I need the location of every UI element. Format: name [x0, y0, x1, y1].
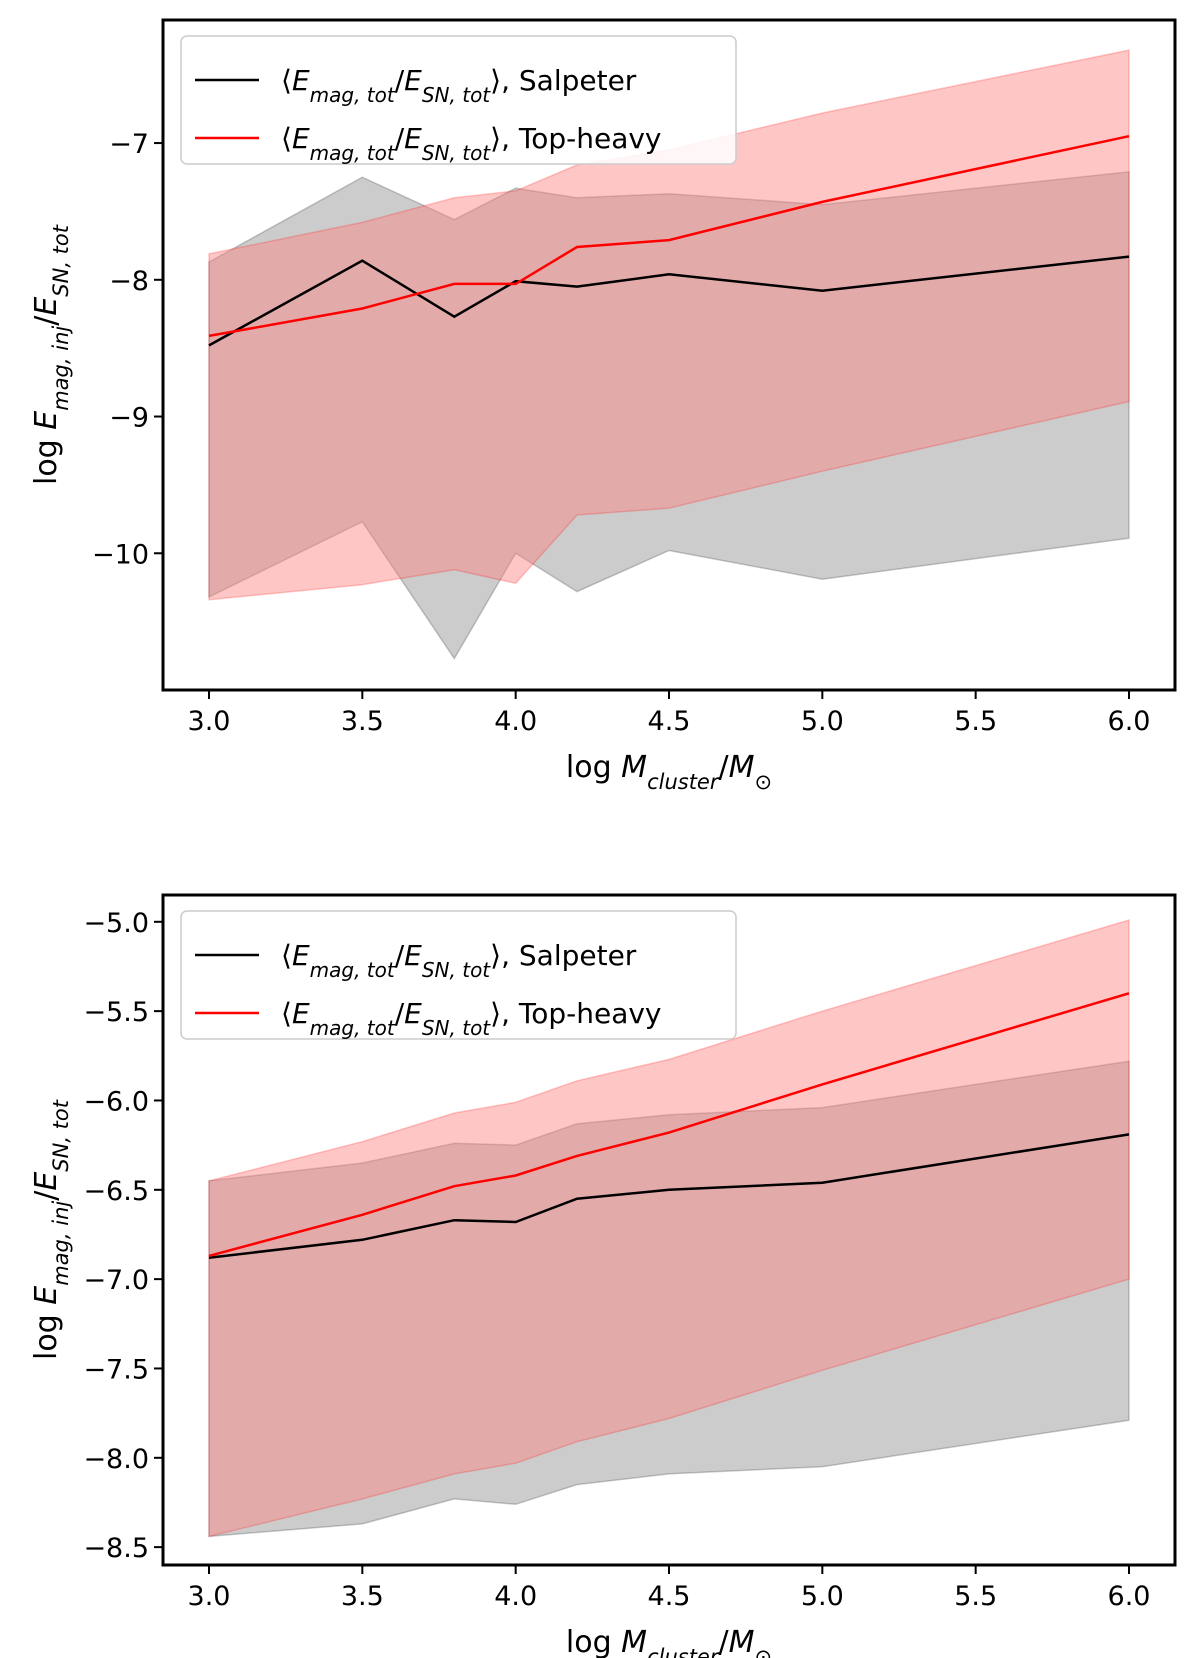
y-tick-label: −10: [92, 539, 149, 570]
x-tick-label: 3.0: [188, 706, 231, 737]
y-axis-label: log Emag, inj/ESN, tot: [29, 1099, 73, 1360]
series-0-line: [208, 1133, 1130, 1259]
x-tick-label: 5.0: [801, 706, 844, 737]
y-tick-label: −5.0: [83, 908, 149, 939]
x-tick-label: 3.5: [341, 706, 384, 737]
x-tick-label: 4.5: [648, 706, 691, 737]
x-tick-label: 6.0: [1108, 1581, 1151, 1612]
x-tick-label: 3.0: [188, 1581, 231, 1612]
x-tick-label: 4.0: [494, 1581, 537, 1612]
y-tick-label: −6.5: [83, 1176, 149, 1207]
x-axis-label: log Mcluster/M⊙: [566, 750, 772, 794]
legend: ⟨Emag, tot/ESN, tot⟩, Salpeter ⟨Emag, tot…: [180, 35, 737, 165]
x-axis-label: log Mcluster/M⊙: [566, 1625, 772, 1658]
legend-label: ⟨Emag, tot/ESN, tot⟩, Top-heavy: [281, 997, 662, 1040]
legend-box: [180, 35, 737, 165]
legend: ⟨Emag, tot/ESN, tot⟩, Salpeter ⟨Emag, tot…: [180, 910, 737, 1040]
y-tick-label: −5.5: [83, 997, 149, 1028]
x-tick-label: 6.0: [1108, 706, 1151, 737]
series-0-band: [208, 1060, 1130, 1538]
series-1-line: [208, 134, 1130, 338]
y-tick-label: −7.0: [83, 1265, 149, 1296]
y-axis-label: log Emag, inj/ESN, tot: [29, 224, 73, 485]
y-tick-label: −9: [109, 403, 149, 434]
x-tick-label: 5.5: [954, 1581, 997, 1612]
series-0-line: [208, 255, 1130, 347]
x-tick-label: 4.5: [648, 1581, 691, 1612]
y-tick-label: −7.5: [83, 1354, 149, 1385]
legend-box: [180, 910, 737, 1040]
legend-label: ⟨Emag, tot/ESN, tot⟩, Salpeter: [281, 64, 637, 107]
legend-label: ⟨Emag, tot/ESN, tot⟩, Top-heavy: [281, 122, 662, 165]
y-tick-label: −8.5: [83, 1533, 149, 1564]
x-tick-label: 5.5: [954, 706, 997, 737]
x-tick-label: 3.5: [341, 1581, 384, 1612]
legend-label: ⟨Emag, tot/ESN, tot⟩, Salpeter: [281, 939, 637, 982]
y-tick-label: −8.0: [83, 1444, 149, 1475]
x-tick-label: 5.0: [801, 1581, 844, 1612]
y-tick-label: −7: [109, 129, 149, 160]
series-1-band: [208, 49, 1130, 601]
x-tick-label: 4.0: [494, 706, 537, 737]
series-1-band: [208, 918, 1130, 1538]
y-tick-label: −6.0: [83, 1086, 149, 1117]
top-panel: 3.0 3.5 4.0 4.5 5.0 5.5 6.0 −10 −9 −8 −7 log Mclust…: [29, 18, 1177, 794]
y-tick-label: −8: [109, 266, 149, 297]
series-1-line: [208, 992, 1130, 1258]
bottom-panel: 3.0 3.5 4.0 4.5 5.0 5.5 6.0 −8.5 −8.0 −7.5 −7.0 −6.…: [29, 893, 1177, 1658]
series-0-band: [208, 170, 1130, 661]
